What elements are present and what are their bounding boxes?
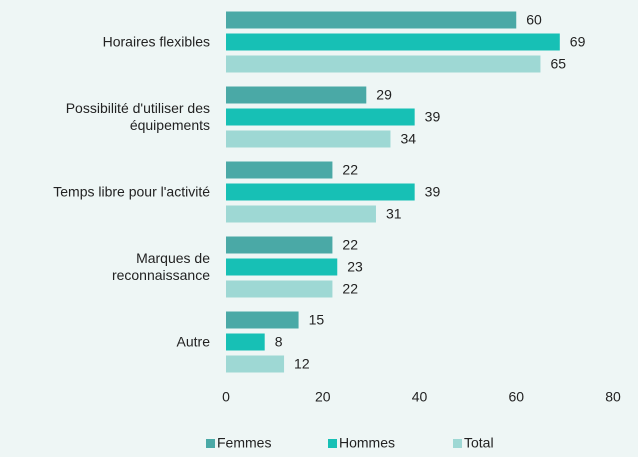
category-label: Horaires flexibles xyxy=(102,33,210,50)
legend-label: Hommes xyxy=(339,435,395,451)
bar xyxy=(226,130,391,148)
value-label: 15 xyxy=(309,312,325,328)
category-label: Possibilité d'utiliser des équipements xyxy=(65,100,210,133)
value-label: 22 xyxy=(342,237,358,253)
value-label: 8 xyxy=(275,334,283,350)
bar xyxy=(226,236,333,254)
value-label: 39 xyxy=(425,109,441,125)
bar xyxy=(226,33,560,51)
legend-swatch xyxy=(453,439,462,448)
legend-label: Total xyxy=(464,435,494,451)
bar xyxy=(226,205,376,223)
bar xyxy=(226,11,517,29)
value-label: 34 xyxy=(400,131,416,147)
x-tick-label: 40 xyxy=(412,389,428,405)
bar xyxy=(226,258,338,276)
bar xyxy=(226,183,415,201)
category-label: Marques de reconnaissance xyxy=(111,250,210,283)
category-label: Temps libre pour l'activité xyxy=(53,183,210,200)
value-label: 23 xyxy=(347,259,363,275)
x-tick-label: 0 xyxy=(222,389,230,405)
bar xyxy=(226,86,367,104)
value-label: 39 xyxy=(425,184,441,200)
bar xyxy=(226,280,333,298)
legend-label: Femmes xyxy=(217,435,271,451)
value-label: 31 xyxy=(386,206,402,222)
bar xyxy=(226,333,265,351)
x-tick-label: 20 xyxy=(315,389,331,405)
value-label: 12 xyxy=(294,356,310,372)
x-tick-label: 80 xyxy=(605,389,621,405)
legend-swatch xyxy=(206,439,215,448)
value-label: 65 xyxy=(550,56,566,72)
value-label: 60 xyxy=(526,12,542,28)
bar xyxy=(226,311,299,329)
bar xyxy=(226,161,333,179)
legend-swatch xyxy=(328,439,337,448)
value-label: 69 xyxy=(570,34,586,50)
x-tick-label: 60 xyxy=(508,389,524,405)
bar xyxy=(226,108,415,126)
value-label: 22 xyxy=(342,162,358,178)
value-label: 22 xyxy=(342,281,358,297)
bar xyxy=(226,55,541,73)
value-label: 29 xyxy=(376,87,392,103)
bar xyxy=(226,355,285,373)
category-label: Autre xyxy=(176,333,210,350)
